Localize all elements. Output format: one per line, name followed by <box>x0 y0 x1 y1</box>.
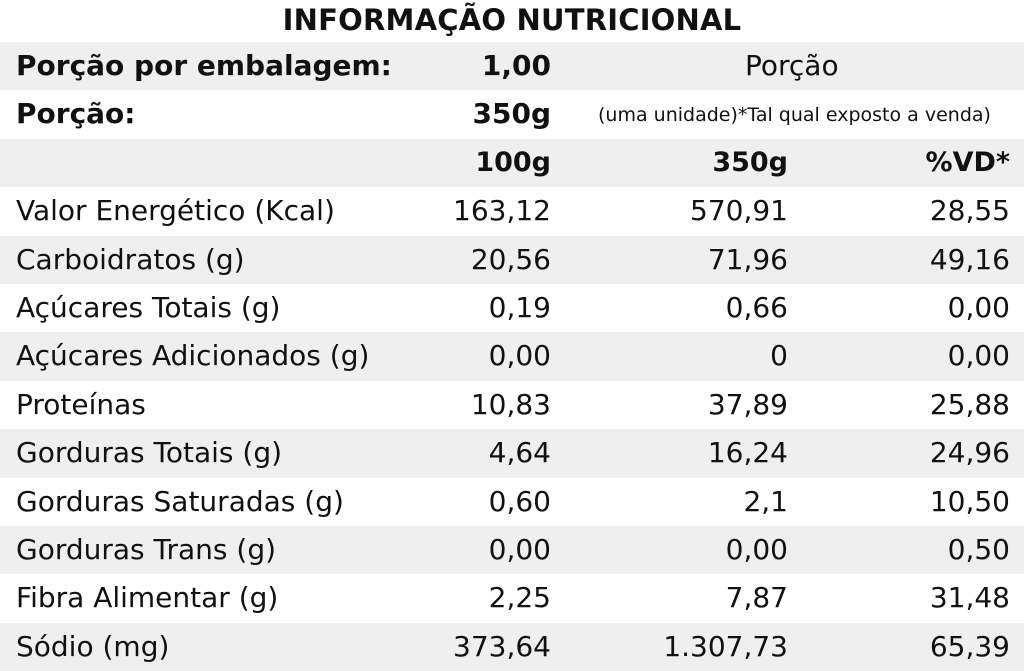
daily-value-percent: 0,50 <box>947 532 1010 566</box>
daily-value-percent: 25,88 <box>929 387 1010 421</box>
value-per-portion: 71,96 <box>707 242 788 276</box>
nutrient-label: Carboidratos (g) <box>16 242 245 276</box>
nutrient-label: Gorduras Totais (g) <box>16 436 283 470</box>
value-per-100g: 373,64 <box>453 629 551 663</box>
value-per-100g: 0,00 <box>488 339 551 373</box>
nutrient-label: Açúcares Totais (g) <box>16 290 281 324</box>
value-per-100g: 0,00 <box>488 532 551 566</box>
nutrient-row: Gorduras Saturadas (g) 0,60 2,1 10,50 <box>0 478 1024 526</box>
value-per-100g: 0,60 <box>488 484 551 518</box>
column-header-350g: 350g <box>712 146 788 178</box>
nutrient-label: Sódio (mg) <box>16 629 170 663</box>
servings-row: Porção por embalagem: 1,00 Porção <box>0 42 1024 91</box>
daily-value-percent: 65,39 <box>929 629 1010 663</box>
value-per-portion: 16,24 <box>707 436 788 470</box>
table-title: INFORMAÇÃO NUTRICIONAL <box>282 3 742 37</box>
value-per-portion: 0,00 <box>725 532 788 566</box>
value-per-portion: 570,91 <box>690 194 788 228</box>
daily-value-percent: 0,00 <box>947 290 1010 324</box>
value-per-portion: 0 <box>770 339 788 373</box>
daily-value-percent: 31,48 <box>929 581 1010 615</box>
portion-note: (uma unidade)*Tal qual exposto a venda) <box>598 104 991 127</box>
daily-value-percent: 49,16 <box>929 242 1010 276</box>
nutrient-row: Açúcares Adicionados (g) 0,00 0 0,00 <box>0 332 1024 381</box>
nutrient-row: Sódio (mg) 373,64 1.307,73 65,39 <box>0 622 1024 671</box>
portion-value: 350g <box>472 97 552 131</box>
nutrient-row: Gorduras Trans (g) 0,00 0,00 0,50 <box>0 525 1024 575</box>
value-per-portion: 7,87 <box>725 581 788 615</box>
nutrient-row: Açúcares Totais (g) 0,19 0,66 0,00 <box>0 284 1024 332</box>
portion-row: Porção: 350g (uma unidade)*Tal qual expo… <box>0 90 1024 138</box>
nutrient-row: Proteínas 10,83 37,89 25,88 <box>0 381 1024 429</box>
nutrient-row: Fibra Alimentar (g) 2,25 7,87 31,48 <box>0 574 1024 622</box>
value-per-100g: 2,25 <box>488 581 551 615</box>
value-per-100g: 163,12 <box>453 194 551 228</box>
value-per-portion: 0,66 <box>725 290 788 324</box>
column-header-row: 100g 350g %VD* <box>0 138 1024 188</box>
daily-value-percent: 0,00 <box>947 339 1010 373</box>
column-header-vd: %VD* <box>925 146 1010 178</box>
portion-header: Porção <box>745 49 839 82</box>
nutrient-label: Valor Energético (Kcal) <box>16 194 335 228</box>
value-per-100g: 10,83 <box>470 387 551 421</box>
daily-value-percent: 24,96 <box>929 436 1010 470</box>
portion-label: Porção: <box>16 97 136 131</box>
nutrient-row: Gorduras Totais (g) 4,64 16,24 24,96 <box>0 429 1024 478</box>
servings-label: Porção por embalagem: <box>16 49 392 82</box>
nutrient-row: Carboidratos (g) 20,56 71,96 49,16 <box>0 235 1024 284</box>
value-per-100g: 20,56 <box>470 242 551 276</box>
nutrient-label: Gorduras Saturadas (g) <box>16 484 344 518</box>
nutrient-label: Fibra Alimentar (g) <box>16 581 279 615</box>
value-per-portion: 37,89 <box>707 387 788 421</box>
value-per-100g: 4,64 <box>488 436 551 470</box>
nutrient-label: Gorduras Trans (g) <box>16 532 277 566</box>
nutrient-row: Valor Energético (Kcal) 163,12 570,91 28,55 <box>0 187 1024 235</box>
daily-value-percent: 10,50 <box>929 484 1010 518</box>
nutrient-label: Açúcares Adicionados (g) <box>16 339 370 373</box>
column-header-100g: 100g <box>475 146 551 178</box>
value-per-portion: 1.307,73 <box>663 629 788 663</box>
nutrient-label: Proteínas <box>16 387 146 421</box>
value-per-portion: 2,1 <box>743 484 788 518</box>
nutrient-rows: Valor Energético (Kcal) 163,12 570,91 28,55… <box>0 187 1024 671</box>
value-per-100g: 0,19 <box>488 290 551 324</box>
daily-value-percent: 28,55 <box>929 194 1010 228</box>
servings-value: 1,00 <box>481 49 551 82</box>
